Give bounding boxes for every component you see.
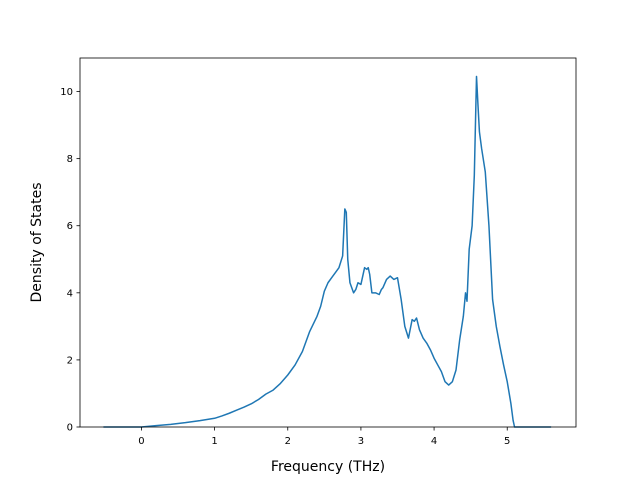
x-axis-title: Frequency (THz) (271, 459, 385, 475)
x-tick-label: 1 (211, 436, 217, 447)
x-tick-label: 0 (138, 436, 144, 447)
x-tick-label: 3 (358, 436, 364, 447)
y-axis-title: Density of States (29, 183, 45, 303)
y-tick-label: 6 (67, 221, 73, 232)
y-tick-label: 8 (67, 154, 73, 165)
x-tick-label: 5 (504, 436, 510, 447)
y-axis: 0 2 4 6 8 10 (60, 87, 80, 434)
axes-frame (79, 57, 577, 428)
x-axis: 0 1 2 3 4 5 (138, 427, 510, 447)
x-tick-label: 4 (431, 436, 437, 447)
y-tick-label: 2 (67, 355, 73, 366)
x-tick-label: 2 (285, 436, 291, 447)
plot-area (103, 75, 552, 428)
y-tick-label: 0 (67, 423, 73, 434)
dos-line (103, 75, 552, 428)
y-tick-label: 4 (67, 288, 73, 299)
y-tick-label: 10 (60, 87, 73, 98)
